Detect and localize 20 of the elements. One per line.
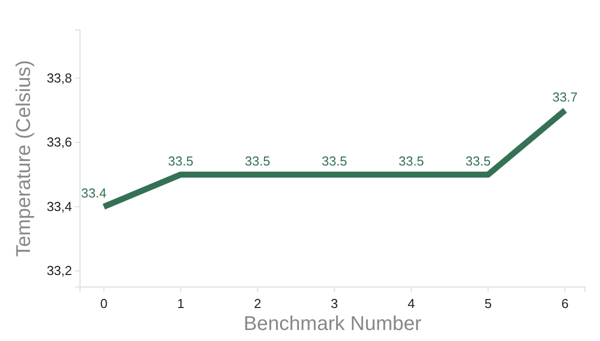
y-tick-label: 33,2 bbox=[46, 263, 72, 278]
x-tick-label: 2 bbox=[254, 296, 262, 311]
data-label: 33.4 bbox=[81, 186, 106, 201]
x-tick-label: 4 bbox=[408, 296, 415, 311]
data-label: 33.5 bbox=[322, 154, 348, 169]
x-tick-label: 5 bbox=[484, 296, 492, 311]
x-tick-label: 0 bbox=[100, 296, 108, 311]
data-label: 33.5 bbox=[168, 154, 194, 169]
x-axis-title: Benchmark Number bbox=[244, 313, 422, 335]
data-label: 33.7 bbox=[552, 89, 578, 104]
y-tick-label: 33,8 bbox=[46, 70, 72, 86]
x-tick-label: 6 bbox=[561, 296, 569, 311]
data-label: 33.5 bbox=[465, 154, 491, 169]
x-tick-label: 1 bbox=[177, 296, 184, 311]
data-label: 33.5 bbox=[244, 154, 270, 169]
y-tick-label: 33,6 bbox=[46, 134, 72, 150]
data-label: 33.5 bbox=[398, 154, 424, 169]
y-tick-label: 33,4 bbox=[46, 198, 72, 214]
x-tick-label: 3 bbox=[330, 296, 338, 311]
y-axis-title: Temperature (Celsius) bbox=[13, 60, 35, 257]
